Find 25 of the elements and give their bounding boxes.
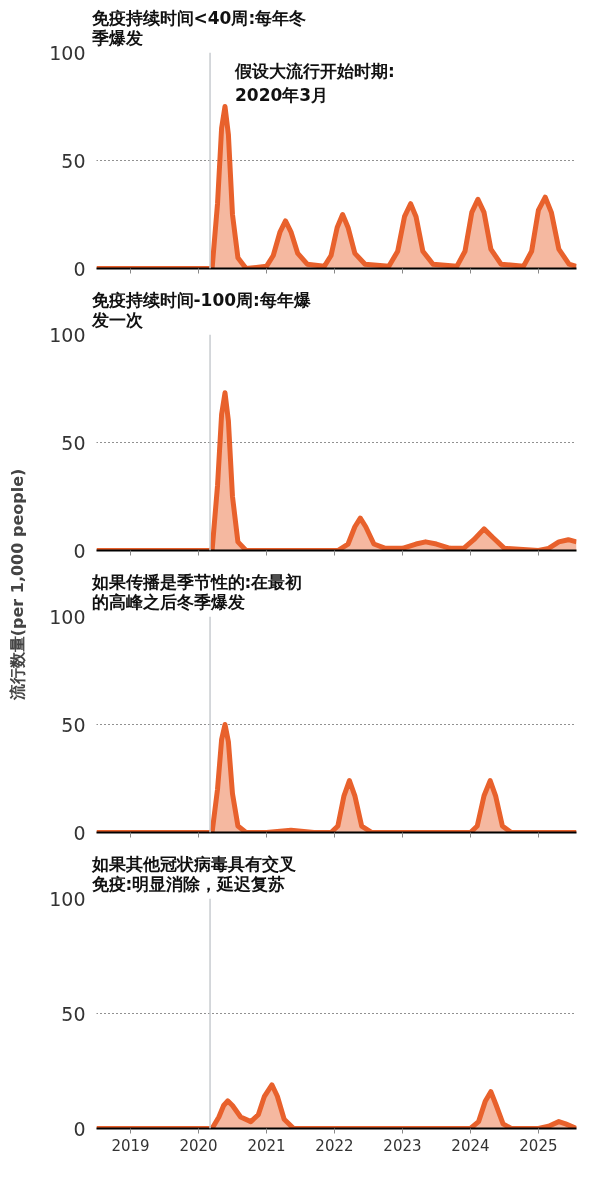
chart-title: 免疫持续时间<40周:每年冬季爆发: [90, 7, 307, 48]
y-tick-label: 50: [61, 713, 86, 736]
x-tick-label: 2025: [519, 1136, 558, 1155]
y-tick-label: 100: [49, 605, 86, 628]
ref-line-label: 假设大流行开始时期: 2020年3月: [234, 60, 395, 105]
chart-title: 如果传播是季节性的:在最初的高峰之后冬季爆发: [90, 571, 303, 612]
x-tick-label: 2021: [247, 1136, 286, 1155]
x-tick-label: 2022: [315, 1136, 354, 1155]
x-tick-label: 2024: [451, 1136, 490, 1155]
y-tick-label: 0: [73, 821, 86, 844]
chart-title: 如果其他冠状病毒具有交叉免疫:明显消除，延迟复苏: [90, 853, 296, 894]
x-tick-label: 2019: [111, 1136, 150, 1155]
y-tick-label: 100: [49, 323, 86, 346]
x-tick-label: 2023: [383, 1136, 422, 1155]
y-tick-label: 0: [73, 1117, 86, 1140]
y-tick-label: 100: [49, 887, 86, 910]
y-tick-label: 0: [73, 257, 86, 280]
y-axis-title: 流行数量(per 1,000 people): [7, 468, 27, 702]
y-tick-label: 50: [61, 149, 86, 172]
y-tick-label: 50: [61, 431, 86, 454]
chart-title: 免疫持续时间-100周:每年爆发一次: [90, 289, 312, 330]
y-tick-label: 100: [49, 41, 86, 64]
y-tick-label: 0: [73, 539, 86, 562]
y-tick-label: 50: [61, 1002, 86, 1025]
x-tick-label: 2020: [179, 1136, 218, 1155]
